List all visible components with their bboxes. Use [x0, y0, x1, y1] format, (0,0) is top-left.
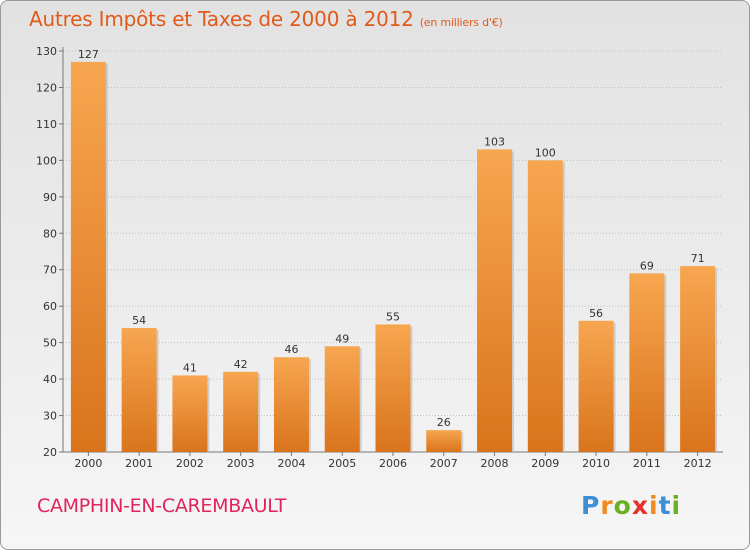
value-label: 26 — [437, 416, 451, 429]
value-label: 55 — [386, 310, 400, 323]
value-label: 100 — [535, 146, 556, 159]
x-tick-label: 2002 — [176, 457, 204, 470]
y-tick-label: 80 — [43, 227, 57, 240]
chart-title: Autres Impôts et Taxes de 2000 à 2012 (en… — [29, 7, 503, 31]
x-tick-label: 2005 — [328, 457, 356, 470]
y-tick-label: 30 — [43, 410, 57, 423]
value-label: 71 — [691, 252, 705, 265]
y-tick-label: 90 — [43, 191, 57, 204]
labels: 20 30 40 50 60 70 80 90 100 110 120 130 127 2000 54 200… — [36, 45, 712, 470]
x-tick-label: 2003 — [227, 457, 255, 470]
bar-2007 — [426, 430, 462, 452]
value-label: 56 — [589, 307, 603, 320]
logo-letter: o — [613, 491, 632, 520]
bar-2008 — [477, 149, 513, 452]
x-tick-label: 2012 — [684, 457, 712, 470]
chart-title-text: Autres Impôts et Taxes de 2000 à 2012 — [29, 7, 414, 31]
y-tick-label: 120 — [36, 81, 57, 94]
value-label: 49 — [335, 332, 349, 345]
logo-letter: i — [649, 491, 659, 520]
logo-letter: x — [631, 491, 649, 520]
x-tick-label: 2007 — [430, 457, 458, 470]
bars — [70, 61, 718, 452]
y-tick-label: 40 — [43, 373, 57, 386]
value-label: 69 — [640, 259, 654, 272]
bar-2004 — [273, 357, 309, 452]
y-tick-label: 60 — [43, 300, 57, 313]
value-label: 42 — [234, 358, 248, 371]
bar-2006 — [375, 324, 411, 452]
x-tick-label: 2010 — [582, 457, 610, 470]
bar-2009 — [527, 160, 563, 452]
value-label: 54 — [132, 314, 146, 327]
bar-2002 — [172, 375, 208, 452]
y-tick-label: 110 — [36, 118, 57, 131]
x-tick-label: 2008 — [481, 457, 509, 470]
x-tick-label: 2001 — [125, 457, 153, 470]
value-label: 127 — [78, 48, 99, 61]
bar-2001 — [121, 328, 157, 452]
y-tick-label: 50 — [43, 337, 57, 350]
bar-2010 — [578, 320, 614, 452]
proxiti-logo: Proxiti — [581, 491, 681, 520]
logo-letter: t — [658, 491, 672, 520]
commune-name: CAMPHIN-EN-CAREMBAULT — [37, 495, 287, 517]
value-label: 41 — [183, 361, 197, 374]
x-tick-label: 2009 — [531, 457, 559, 470]
y-tick-label: 130 — [36, 45, 57, 58]
value-label: 46 — [284, 343, 298, 356]
bar-2012 — [680, 266, 716, 452]
logo-letter: r — [600, 491, 614, 520]
x-tick-label: 2004 — [277, 457, 305, 470]
bar-2005 — [324, 346, 360, 452]
logo-letter: P — [581, 491, 601, 520]
chart-subtitle: (en milliers d'€) — [419, 16, 503, 29]
y-tick-label: 20 — [43, 446, 57, 459]
x-tick-label: 2011 — [633, 457, 661, 470]
bar-2003 — [223, 371, 259, 452]
y-tick-label: 70 — [43, 264, 57, 277]
logo-letter: i — [671, 491, 682, 520]
y-tick-label: 100 — [36, 154, 57, 167]
value-label: 103 — [484, 135, 505, 148]
bar-2000 — [70, 61, 106, 452]
x-tick-label: 2006 — [379, 457, 407, 470]
bar-2011 — [629, 273, 665, 452]
x-tick-label: 2000 — [74, 457, 102, 470]
